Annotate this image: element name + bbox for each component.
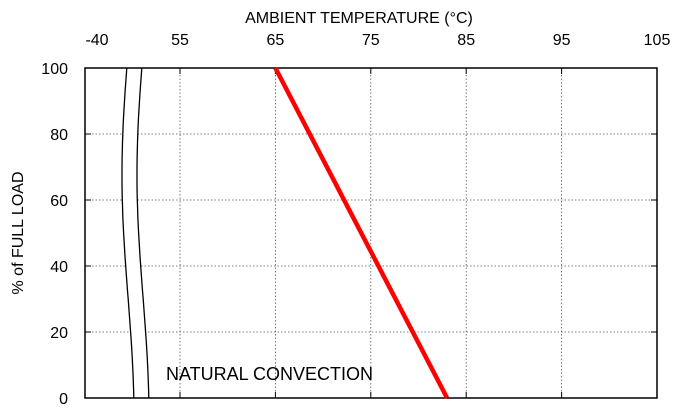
x-axis-title: AMBIENT TEMPERATURE (°C) — [245, 10, 473, 27]
annotation-natural-convection: NATURAL CONVECTION — [166, 364, 373, 384]
ticks: 0 20 40 60 80 100 -40 55 65 75 85 95 105 — [41, 32, 670, 408]
axis-break-line — [136, 67, 150, 399]
y-axis-title: % of FULL LOAD — [10, 171, 27, 294]
y-tick-label: 20 — [50, 325, 68, 342]
axis-break — [121, 67, 150, 399]
x-tick-label: 105 — [644, 32, 671, 49]
y-tick-label: 40 — [50, 259, 68, 276]
y-tick-label: 100 — [41, 61, 68, 78]
x-tick-label: 75 — [362, 32, 380, 49]
grid — [85, 68, 657, 398]
y-tick-label: 0 — [59, 391, 68, 408]
y-tick-label: 80 — [50, 127, 68, 144]
x-tick-label: 95 — [553, 32, 571, 49]
y-tick-label: 60 — [50, 193, 68, 210]
x-tick-label: 65 — [267, 32, 285, 49]
x-tick-label: 85 — [457, 32, 475, 49]
series-line-derating — [273, 66, 450, 400]
x-tick-label: -40 — [85, 32, 108, 49]
axis-break-line — [121, 67, 135, 399]
x-tick-label: 55 — [171, 32, 189, 49]
axis-break-gap — [122, 68, 149, 398]
series — [273, 66, 450, 400]
